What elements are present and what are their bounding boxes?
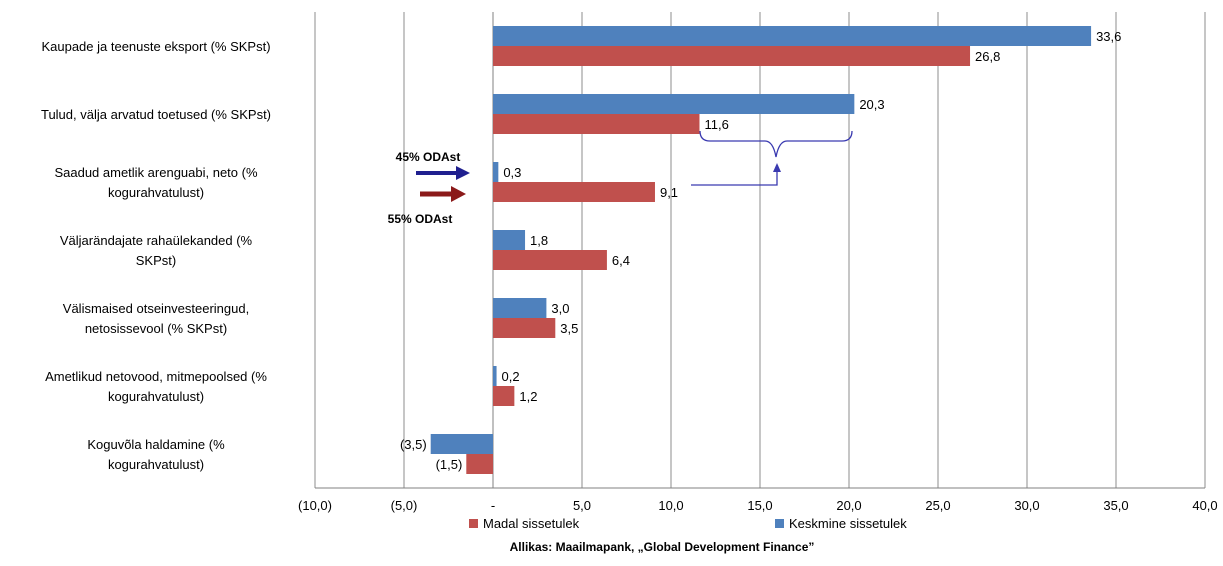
category-label: Tulud, välja arvatud toetused (% SKPst): [41, 107, 271, 122]
oda-annotation: 45% ODAst 55% ODAst: [388, 150, 470, 226]
category-label: Koguvõla haldamine (%: [87, 437, 225, 452]
bar-madal: [493, 318, 556, 338]
data-label: 20,3: [859, 97, 884, 112]
category-label: Ametlikud netovood, mitmepoolsed (%: [45, 369, 267, 384]
x-tick-label: 35,0: [1103, 498, 1128, 513]
x-tick-label: 25,0: [925, 498, 950, 513]
brace-annotation: [691, 130, 853, 186]
category-label: SKPst): [136, 253, 176, 268]
bars: [430, 26, 1092, 474]
category-label: kogurahvatulust): [108, 457, 204, 472]
category-label: netosissevool (% SKPst): [85, 321, 227, 336]
data-label: 6,4: [612, 253, 630, 268]
oda-blue-label: 45% ODAst: [396, 150, 461, 164]
data-label: (1,5): [436, 457, 463, 472]
data-label: 11,6: [704, 117, 728, 132]
legend-label-keskmine: Keskmine sissetulek: [789, 516, 907, 531]
category-labels: Kaupade ja teenuste eksport (% SKPst) Tul…: [41, 39, 271, 472]
bar-madal: [493, 182, 655, 202]
data-label: (3,5): [400, 437, 427, 452]
data-label: 3,5: [560, 321, 578, 336]
bar-keskmine: [493, 94, 855, 114]
category-label: Väljarändajate rahaülekanded (%: [60, 233, 253, 248]
x-tick-label: 30,0: [1014, 498, 1039, 513]
bar-keskmine: [493, 366, 497, 386]
x-tick-label: 10,0: [658, 498, 683, 513]
legend: Madal sissetulek Keskmine sissetulek: [469, 516, 907, 531]
source-note: Allikas: Maailmapank, „Global Developmen…: [510, 540, 815, 554]
bar-madal: [493, 386, 515, 406]
x-tick-label: 5,0: [573, 498, 591, 513]
category-label: kogurahvatulust): [108, 389, 204, 404]
x-axis: (10,0) (5,0) - 5,0 10,0 15,0 20,0 25,0 30,0 35,0 4…: [298, 487, 1218, 513]
data-label: 0,2: [502, 369, 520, 384]
x-tick-label: 40,0: [1192, 498, 1217, 513]
data-label: 3,0: [551, 301, 569, 316]
legend-label-madal: Madal sissetulek: [483, 516, 580, 531]
data-label: 9,1: [660, 185, 678, 200]
bar-keskmine: [493, 162, 499, 182]
bar-keskmine: [430, 434, 493, 454]
oda-red-label: 55% ODAst: [388, 212, 453, 226]
category-label: Kaupade ja teenuste eksport (% SKPst): [41, 39, 270, 54]
category-label: Saadud ametlik arenguabi, neto (%: [54, 165, 258, 180]
x-tick-label: -: [491, 498, 495, 513]
legend-swatch-keskmine: [775, 519, 784, 528]
data-label: 1,2: [519, 389, 537, 404]
data-label: 26,8: [975, 49, 1000, 64]
category-label: Välismaised otseinvesteeringud,: [63, 301, 249, 316]
bar-madal: [493, 46, 971, 66]
bar-keskmine: [493, 298, 547, 318]
category-label: kogurahvatulust): [108, 185, 204, 200]
gridlines: [314, 12, 1206, 488]
legend-swatch-madal: [469, 519, 478, 528]
bar-madal: [466, 454, 493, 474]
x-tick-label: (5,0): [391, 498, 418, 513]
data-label: 1,8: [530, 233, 548, 248]
bar-madal: [493, 250, 607, 270]
data-label: 33,6: [1096, 29, 1121, 44]
x-tick-label: 15,0: [747, 498, 772, 513]
bar-keskmine: [493, 26, 1092, 46]
x-tick-label: (10,0): [298, 498, 332, 513]
data-labels: 33,6 26,8 20,3 11,6 0,3 9,1 1,8 6,4 3,0 3,5 0,2 1,2…: [400, 29, 1121, 472]
blue-arrow-icon: [416, 166, 470, 180]
bar-keskmine: [493, 230, 526, 250]
red-arrow-icon: [420, 186, 466, 202]
bar-madal: [493, 114, 700, 134]
x-tick-label: 20,0: [836, 498, 861, 513]
data-label: 0,3: [503, 165, 521, 180]
